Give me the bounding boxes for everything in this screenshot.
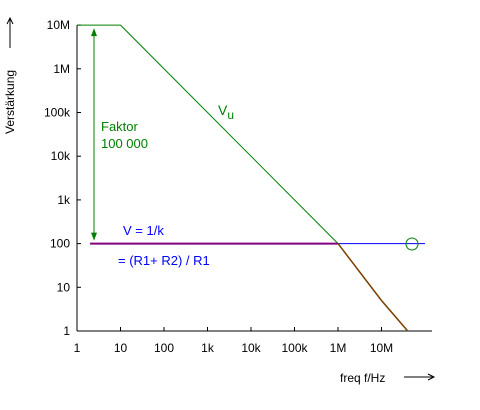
factor-value: 100 000 <box>101 136 148 151</box>
series-lines <box>77 24 425 332</box>
closed-loop-rolloff-line <box>337 243 409 332</box>
y-tick-label: 1M <box>53 62 70 76</box>
y-tick-label: 100k <box>44 106 71 120</box>
y-tick-label: 1 <box>63 324 70 338</box>
x-tick-label: 1M <box>330 341 347 355</box>
x-axis-title: freq f/Hz <box>340 371 385 385</box>
y-tick-label: 1k <box>57 193 71 207</box>
axes <box>76 25 432 332</box>
tick-marks <box>77 24 382 331</box>
x-tick-label: 1k <box>201 341 215 355</box>
open-loop-gain-line <box>77 24 409 332</box>
y-tick-label: 100 <box>50 237 70 251</box>
crossover-marker <box>405 237 419 251</box>
x-axis-arrow-head <box>427 373 436 381</box>
r-formula: = (R1+ R2) / R1 <box>118 253 210 268</box>
axis-titles: freq f/Hz Verstärkung <box>3 16 436 385</box>
vu-label: Vu <box>218 102 234 122</box>
factor-arrow-head-top <box>91 28 97 37</box>
y-tick-labels: 1 10 100 1k 10k 100k 1M 10M <box>44 18 71 338</box>
factor-label: Faktor <box>101 119 139 134</box>
y-tick-label: 10k <box>51 149 71 163</box>
y-tick-label: 10M <box>47 18 70 32</box>
x-tick-label: 100k <box>281 341 308 355</box>
annotations: Faktor 100 000 Vu V = 1/k = (R1+ R2) / R… <box>91 28 419 268</box>
y-axis-title: Verstärkung <box>3 70 17 134</box>
v-formula: V = 1/k <box>123 223 164 238</box>
x-tick-label: 10 <box>114 341 128 355</box>
x-tick-label: 100 <box>154 341 174 355</box>
y-axis-arrow-head <box>6 16 14 25</box>
x-tick-labels: 1 10 100 1k 10k 100k 1M 10M <box>74 341 394 355</box>
x-tick-label: 10k <box>241 341 261 355</box>
factor-arrow-head-bottom <box>91 232 97 241</box>
x-tick-label: 1 <box>74 341 81 355</box>
y-tick-label: 10 <box>57 280 71 294</box>
x-tick-label: 10M <box>370 341 393 355</box>
